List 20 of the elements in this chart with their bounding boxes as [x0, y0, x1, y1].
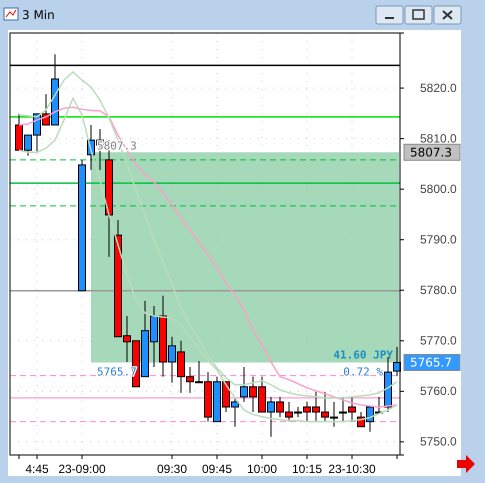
- x-tick-label: 4:45: [25, 462, 49, 476]
- y-tick-label: 5760.0: [420, 384, 458, 398]
- y-tick-label: 5810.0: [420, 131, 458, 146]
- y-tick-label: 5780.0: [420, 283, 458, 298]
- annotation: 0.72 %: [343, 366, 384, 379]
- x-tick-label: 10:15: [292, 462, 322, 476]
- y-tick-label: 5820.0: [420, 80, 458, 95]
- x-tick-label: 09:30: [156, 462, 188, 476]
- y-tick-label: 5750.0: [420, 434, 458, 449]
- x-tick-label: 10:00: [246, 462, 278, 476]
- text: 5807.3: [410, 145, 452, 160]
- y-tick-label: 5770.0: [420, 334, 458, 348]
- x-tick-label: 23-10:30: [328, 462, 376, 476]
- chart-title: 3 Min: [22, 8, 55, 22]
- band-label: 41.60 JPY: [333, 348, 394, 362]
- text: 5765.7: [410, 356, 452, 370]
- x-tick-label: 23-09:00: [58, 462, 106, 476]
- y-tick-label: 5790.0: [420, 232, 458, 247]
- x-tick-label: 09:45: [202, 462, 232, 476]
- y-tick-label: 5800.0: [420, 182, 458, 196]
